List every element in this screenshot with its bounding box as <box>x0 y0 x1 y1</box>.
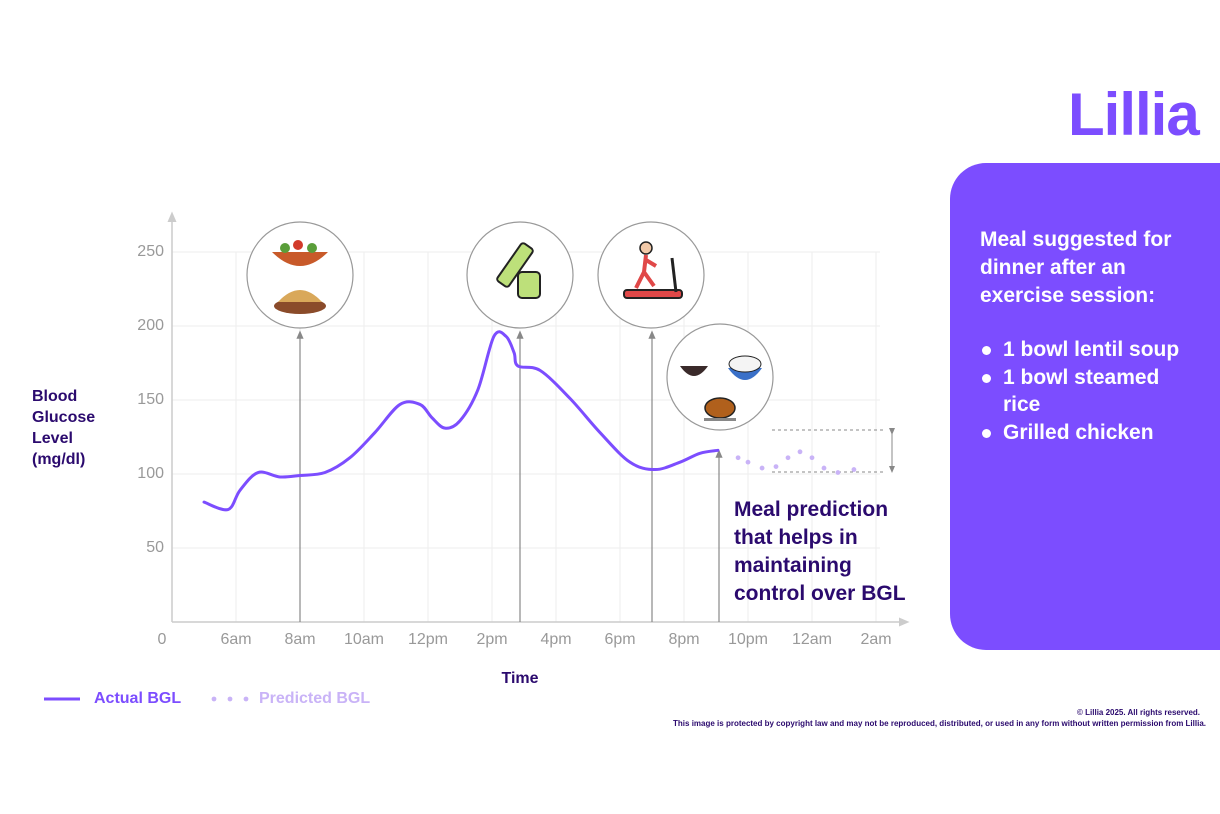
x-tick-label: 2pm <box>476 631 507 648</box>
icon-salad <box>246 221 354 329</box>
annotation: Meal prediction that helps in maintainin… <box>734 498 906 605</box>
x-tick-label: 12pm <box>408 631 448 648</box>
panel-item: Grilled chicken <box>980 419 1200 447</box>
suggestion-panel <box>950 163 1220 650</box>
y-tick-label: 100 <box>137 465 164 482</box>
x-tick-label: 6pm <box>604 631 635 648</box>
x-tick-label: 8pm <box>668 631 699 648</box>
icon-treadmill <box>597 221 705 329</box>
predicted-point <box>821 465 827 471</box>
x-tick-label: 12am <box>792 631 832 648</box>
copyright: © Lillia 2025. All rights reserved. <box>1077 708 1200 717</box>
x-axis-title: Time <box>501 670 538 687</box>
y-tick-label: 150 <box>137 391 164 408</box>
legend-swatch <box>227 696 233 702</box>
logo: Lillia <box>1068 81 1200 148</box>
predicted-point <box>851 467 857 472</box>
legend-label: Actual BGL <box>94 690 181 707</box>
legend-label: Predicted BGL <box>259 690 370 707</box>
actual-line <box>202 330 720 512</box>
panel-item: 1 bowl lentil soup <box>980 336 1200 364</box>
predicted-point <box>773 464 779 469</box>
panel-list: 1 bowl lentil soup 1 bowl steamed rice Gri… <box>980 336 1200 446</box>
y-tick-label: 50 <box>146 539 164 556</box>
panel-item: 1 bowl steamed rice <box>980 364 1200 419</box>
legend: Actual BGL Predicted BGL <box>44 690 370 707</box>
panel-heading: Meal suggested for dinner after an exerc… <box>980 228 1172 307</box>
x-tick-label: 6am <box>220 631 251 648</box>
x-tick-label: 10pm <box>728 631 768 648</box>
legend-swatch <box>243 696 249 702</box>
predicted-point <box>797 449 803 455</box>
legend-swatch <box>211 696 217 702</box>
y-tick-label: 0 <box>158 631 167 648</box>
predicted-point <box>735 455 741 461</box>
y-tick-label: 250 <box>137 243 164 260</box>
event-lines <box>296 330 723 622</box>
x-tick-label: 2am <box>860 631 891 648</box>
range-bracket <box>772 428 895 473</box>
predicted-point <box>809 455 815 461</box>
y-tick-label: 200 <box>137 317 164 334</box>
x-tick-label: 10am <box>344 631 384 648</box>
predicted-point <box>745 459 751 465</box>
x-tick-label: 8am <box>284 631 315 648</box>
icon-dinner <box>666 323 774 431</box>
icon-insulin <box>466 221 574 329</box>
y-axis-title: Blood Glucose Level (mg/dl) <box>32 388 96 468</box>
predicted-point <box>759 465 765 471</box>
predicted-point <box>785 455 791 461</box>
x-tick-label: 4pm <box>540 631 571 648</box>
predicted-point <box>835 470 841 475</box>
copyright-notice: This image is protected by copyright law… <box>673 719 1206 728</box>
